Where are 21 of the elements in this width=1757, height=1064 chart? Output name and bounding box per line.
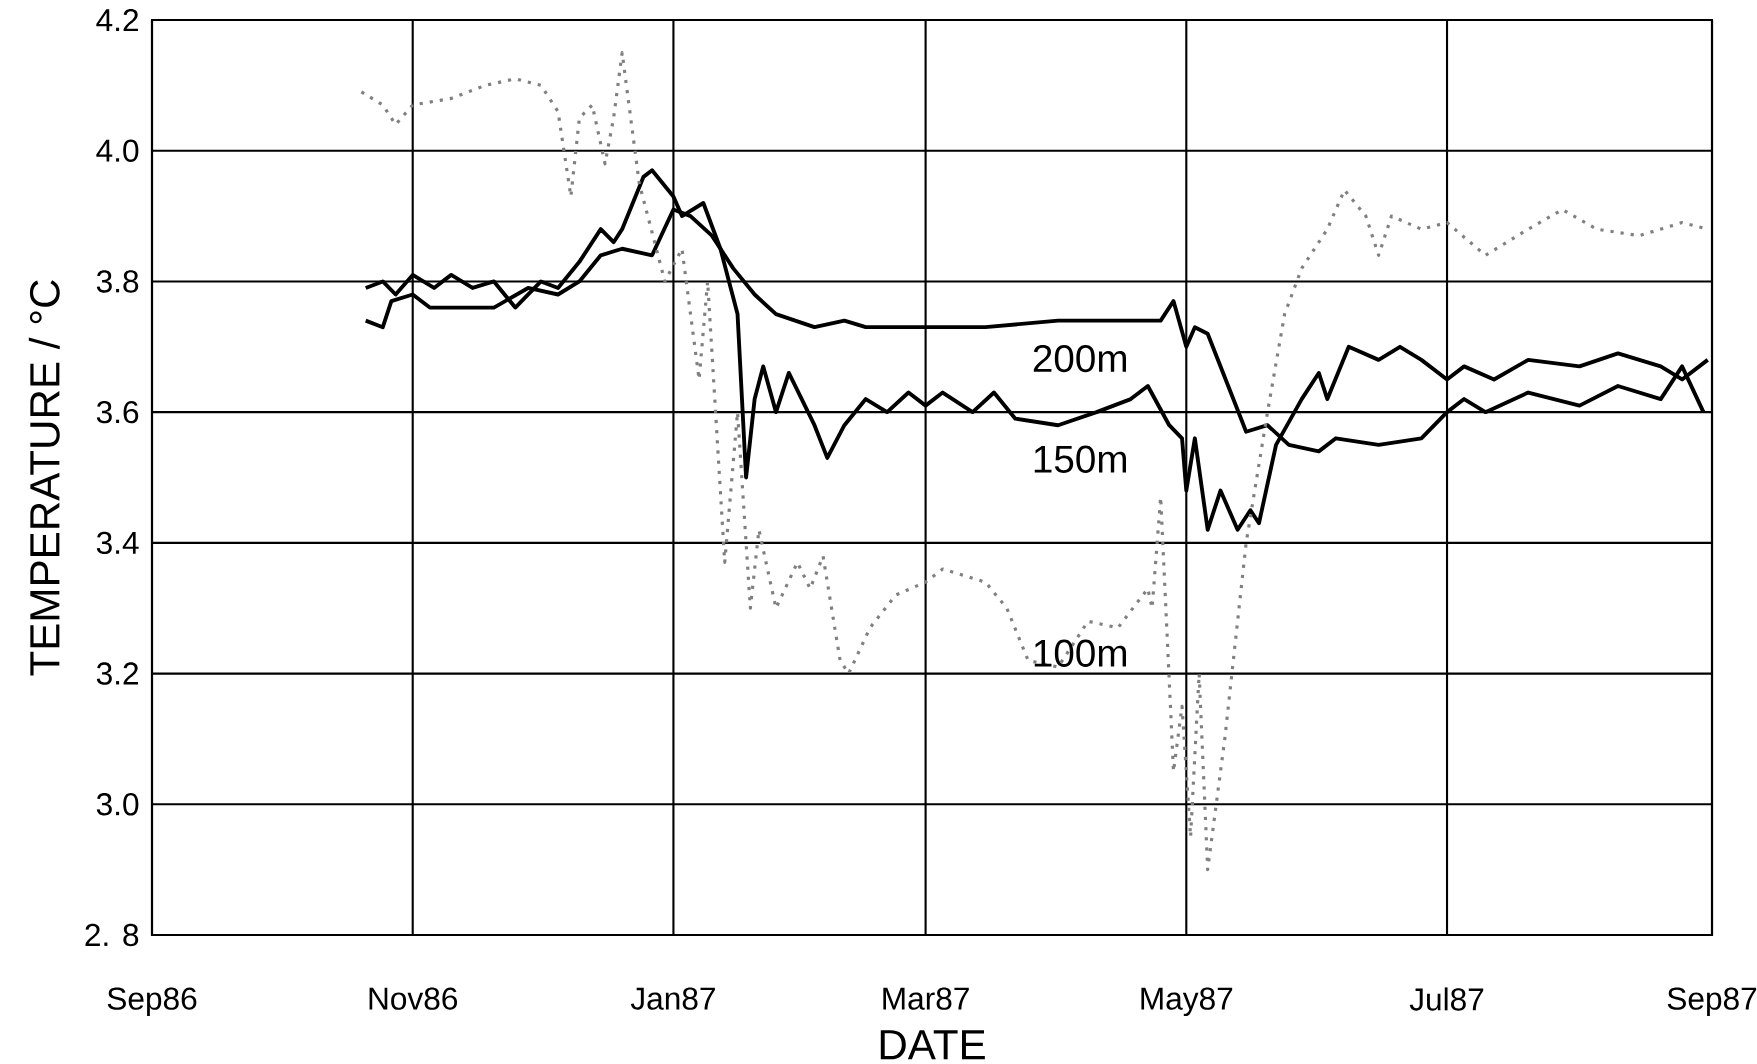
y-tick-label: 4.0 — [96, 139, 139, 162]
x-axis-title: DATE — [880, 1030, 985, 1060]
x-tick-label: Jan87 — [630, 987, 715, 1010]
y-axis-title: TEMPERATURE / °C — [28, 280, 60, 676]
line-series — [363, 168, 1710, 532]
annotation: 150m — [1034, 445, 1126, 473]
y-tick-label: 3.6 — [96, 400, 139, 424]
annotation: 100m — [1034, 639, 1126, 667]
y-tick-label: 2. 8 — [85, 923, 139, 947]
x-tick-label: Mar87 — [883, 987, 969, 1010]
y-tick-label: 3.2 — [96, 662, 138, 685]
x-tick-label: Sep87 — [1667, 987, 1757, 1017]
y-tick-label: 3.8 — [96, 270, 139, 293]
y-tick-label: 3.4 — [96, 531, 139, 555]
x-tick-label: Sep86 — [107, 987, 197, 1017]
y-tick-label: 3.0 — [96, 793, 139, 816]
y-tick-label: 4.2 — [96, 8, 138, 32]
x-tick-label: May87 — [1141, 987, 1233, 1017]
x-tick-label: Nov86 — [369, 987, 458, 1010]
annotation: 200m — [1033, 344, 1126, 373]
x-tick-label: Jul87 — [1409, 987, 1484, 1011]
